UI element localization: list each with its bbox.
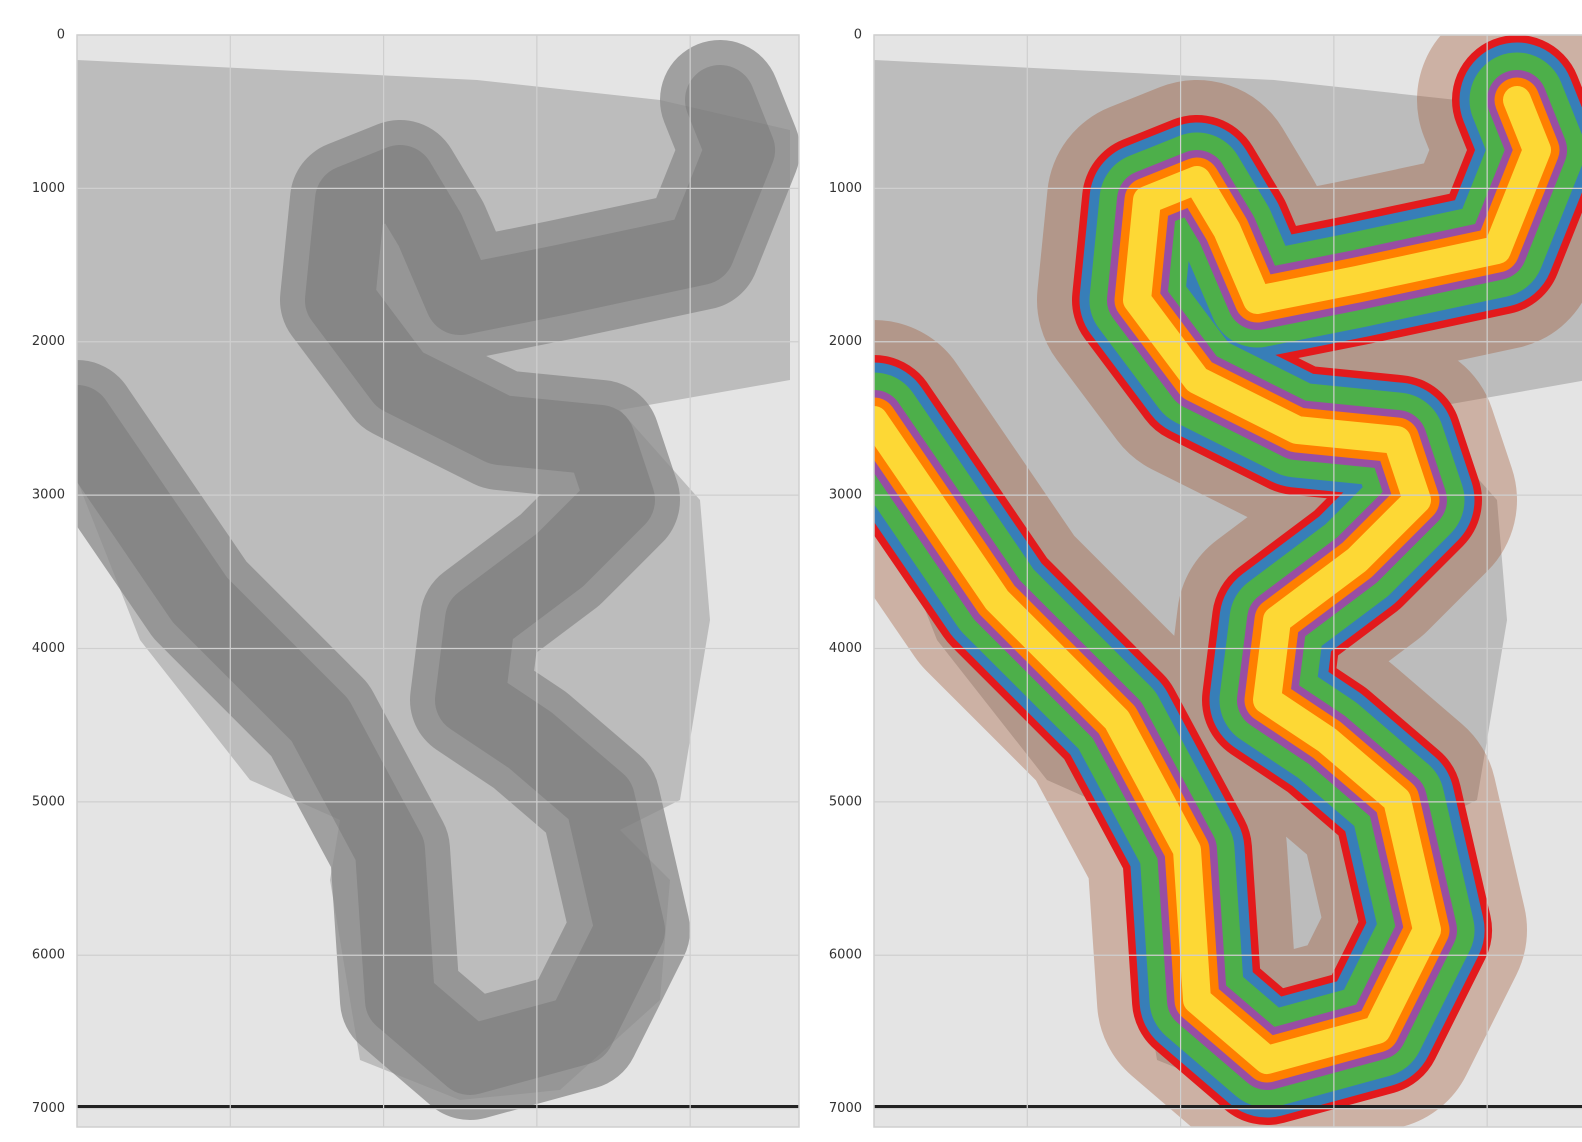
y-tick-label: 7000 [829,1101,862,1116]
y-tick-label: 3000 [32,488,65,503]
y-tick-label: 4000 [32,641,65,656]
panel: 0 1000 2000 3000 4000 5000 6000 7000 [32,28,799,1128]
panel: 0 1000 2000 3000 4000 5000 6000 7000 [829,28,1582,1128]
y-tick-label: 5000 [32,794,65,809]
y-tick-label: 3000 [829,488,862,503]
y-tick-label: 2000 [32,334,65,349]
y-tick-label: 6000 [32,948,65,963]
y-tick-label: 1000 [32,181,65,196]
y-tick-label: 1000 [829,181,862,196]
y-tick-label: 7000 [32,1101,65,1116]
y-tick-label: 2000 [829,334,862,349]
y-tick-label: 4000 [829,641,862,656]
slide-edge [874,1105,1582,1108]
y-tick-label: 6000 [829,948,862,963]
y-tick-label: 5000 [829,794,862,809]
y-tick-label: 0 [854,28,862,43]
y-tick-label: 0 [57,28,65,43]
figure: 0 1000 2000 3000 4000 5000 6000 7000 0 1000 2000 3… [0,0,1582,1142]
